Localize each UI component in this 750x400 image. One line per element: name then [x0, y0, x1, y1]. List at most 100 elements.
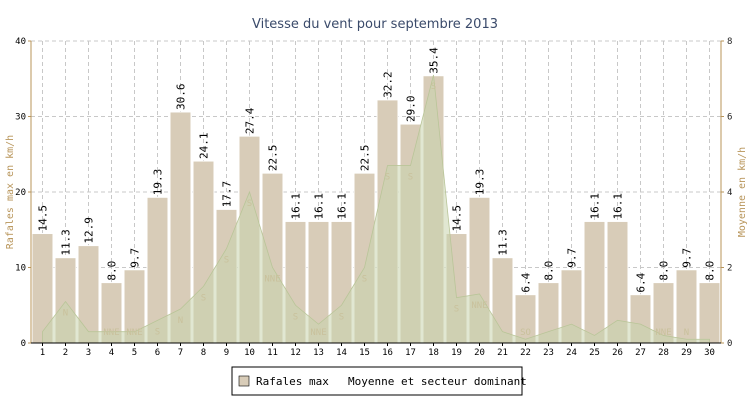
direction-label-day-12: S: [293, 312, 298, 322]
direction-label-day-7: N: [178, 316, 183, 326]
x-tick-label: 28: [658, 348, 669, 358]
direction-label-day-18: S: [431, 82, 436, 92]
y-left-tick-labels: 0 10 20 30 40: [15, 37, 26, 349]
y-right-axis-label: Moyenne en km/h: [737, 147, 748, 237]
x-tick-label: 12: [290, 348, 301, 358]
direction-labels: N NNE NNE S N S S S NNE S NNE S S S S S S NNE SO NNE N: [63, 82, 689, 338]
bar-value-label-day-1: 14.5: [37, 205, 50, 232]
bar-value-label-day-14: 16.1: [336, 193, 349, 220]
bar-value-label-day-12: 16.1: [290, 193, 303, 220]
x-tick-label: 18: [428, 348, 439, 358]
bar-value-label-day-2: 11.3: [60, 229, 73, 256]
x-tick-label: 9: [224, 348, 229, 358]
legend: Rafales max Moyenne et secteur dominant: [231, 366, 527, 396]
x-tick-labels: 1 2 3 4 5 6 7 8 9 10 11 12 13 14 15 16 17 18 19 20 21 22 23 24 2…: [40, 348, 715, 358]
x-tick-label: 27: [635, 348, 646, 358]
y-left-tick-label: 40: [15, 37, 26, 47]
x-tick-label: 19: [451, 348, 462, 358]
x-tick-label: 1: [40, 348, 45, 358]
y-right-tick-label: 8: [727, 37, 732, 47]
direction-label-day-17: S: [408, 173, 413, 183]
bar-value-label-day-26: 16.1: [612, 193, 625, 220]
x-tick-label: 4: [109, 348, 114, 358]
y-left-tick-label: 0: [21, 339, 26, 349]
x-tick-label: 8: [201, 348, 206, 358]
x-tick-label: 14: [336, 348, 347, 358]
bar-value-label-day-23: 8.0: [543, 261, 556, 281]
bar-value-label-day-5: 9.7: [129, 248, 142, 268]
x-tick-label: 17: [405, 348, 416, 358]
x-tick-label: 30: [704, 348, 715, 358]
direction-label-day-11: NNE: [264, 275, 280, 285]
x-tick-label: 11: [267, 348, 278, 358]
x-tick-label: 7: [178, 348, 183, 358]
direction-label-day-13: NNE: [310, 328, 326, 338]
x-tick-label: 29: [681, 348, 692, 358]
direction-label-day-22: SO: [520, 328, 531, 338]
bar-value-label-day-21: 11.3: [497, 229, 510, 256]
direction-label-day-9: S: [224, 256, 229, 266]
x-tick-label: 15: [359, 348, 370, 358]
average-area: [42, 74, 710, 344]
bar-value-label-day-15: 22.5: [359, 145, 372, 172]
direction-label-day-15: S: [362, 275, 367, 285]
direction-label-day-10: S: [247, 199, 252, 209]
bar-value-label-day-13: 16.1: [313, 193, 326, 220]
bar-day-30: [698, 282, 721, 344]
x-tick-label: 24: [566, 348, 577, 358]
y-left-tick-label: 10: [15, 264, 26, 274]
bar-value-label-day-20: 19.3: [474, 169, 487, 196]
bar-value-labels: 14.5 11.3 12.9 8.0 9.7 19.3 30.6 24.1 17.7 27.4 22…: [37, 47, 717, 293]
x-tick-label: 13: [313, 348, 324, 358]
bar-value-label-day-4: 8.0: [106, 261, 119, 281]
x-tick-label: 21: [497, 348, 508, 358]
bar-value-label-day-10: 27.4: [244, 107, 257, 134]
x-tick-label: 25: [589, 348, 600, 358]
direction-label-day-4: NNE: [103, 328, 119, 338]
legend-box: [231, 366, 523, 396]
y-left-tick-label: 20: [15, 188, 26, 198]
y-right-tick-label: 2: [727, 264, 732, 274]
bar-value-label-day-22: 6.4: [520, 272, 533, 292]
x-tick-label: 6: [155, 348, 160, 358]
bar-value-label-day-6: 19.3: [152, 169, 165, 196]
bar-value-label-day-24: 9.7: [566, 248, 579, 268]
direction-label-day-14: S: [339, 312, 344, 322]
legend-gusts-label: Rafales max: [256, 375, 329, 388]
bar-value-label-day-17: 29.0: [405, 96, 418, 123]
legend-average-label: Moyenne et secteur dominant: [348, 375, 527, 388]
direction-label-day-2: N: [63, 308, 68, 318]
direction-label-day-20: NNE: [471, 301, 487, 311]
y-right-tick-labels: 0 2 4 6 8: [727, 37, 732, 349]
direction-label-day-5: NNE: [126, 328, 142, 338]
bar-value-label-day-25: 16.1: [589, 193, 602, 220]
chart-title: Vitesse du vent pour septembre 2013: [252, 17, 498, 32]
bar-value-label-day-27: 6.4: [635, 272, 648, 292]
legend-swatch-gusts: [238, 375, 250, 387]
x-tick-label: 5: [132, 348, 137, 358]
direction-label-day-16: S: [385, 173, 390, 183]
y-left-tick-label: 30: [15, 113, 26, 123]
bar-day-25: [583, 220, 606, 344]
bar-value-label-day-19: 14.5: [451, 205, 464, 232]
x-tick-label: 20: [474, 348, 485, 358]
direction-label-day-29: N: [684, 328, 689, 338]
x-tick-label: 3: [86, 348, 91, 358]
bar-value-label-day-16: 32.2: [382, 71, 395, 98]
direction-label-day-6: S: [155, 327, 160, 337]
y-left-axis-label: Rafales max en km/h: [5, 135, 16, 249]
bar-value-label-day-9: 17.7: [221, 181, 234, 208]
direction-label-day-8: S: [201, 293, 206, 303]
bar-value-label-day-8: 24.1: [198, 133, 211, 160]
y-right-tick-label: 4: [727, 188, 732, 198]
direction-label-day-19: S: [454, 305, 459, 315]
bar-value-label-day-28: 8.0: [658, 261, 671, 281]
y-right-tick-label: 0: [727, 339, 732, 349]
x-tick-label: 10: [244, 348, 255, 358]
bar-value-label-day-11: 22.5: [267, 145, 280, 172]
y-right-tick-label: 6: [727, 113, 732, 123]
average-area-path: [42, 74, 710, 344]
x-tick-label: 22: [520, 348, 531, 358]
bar-value-label-day-18: 35.4: [428, 47, 441, 74]
